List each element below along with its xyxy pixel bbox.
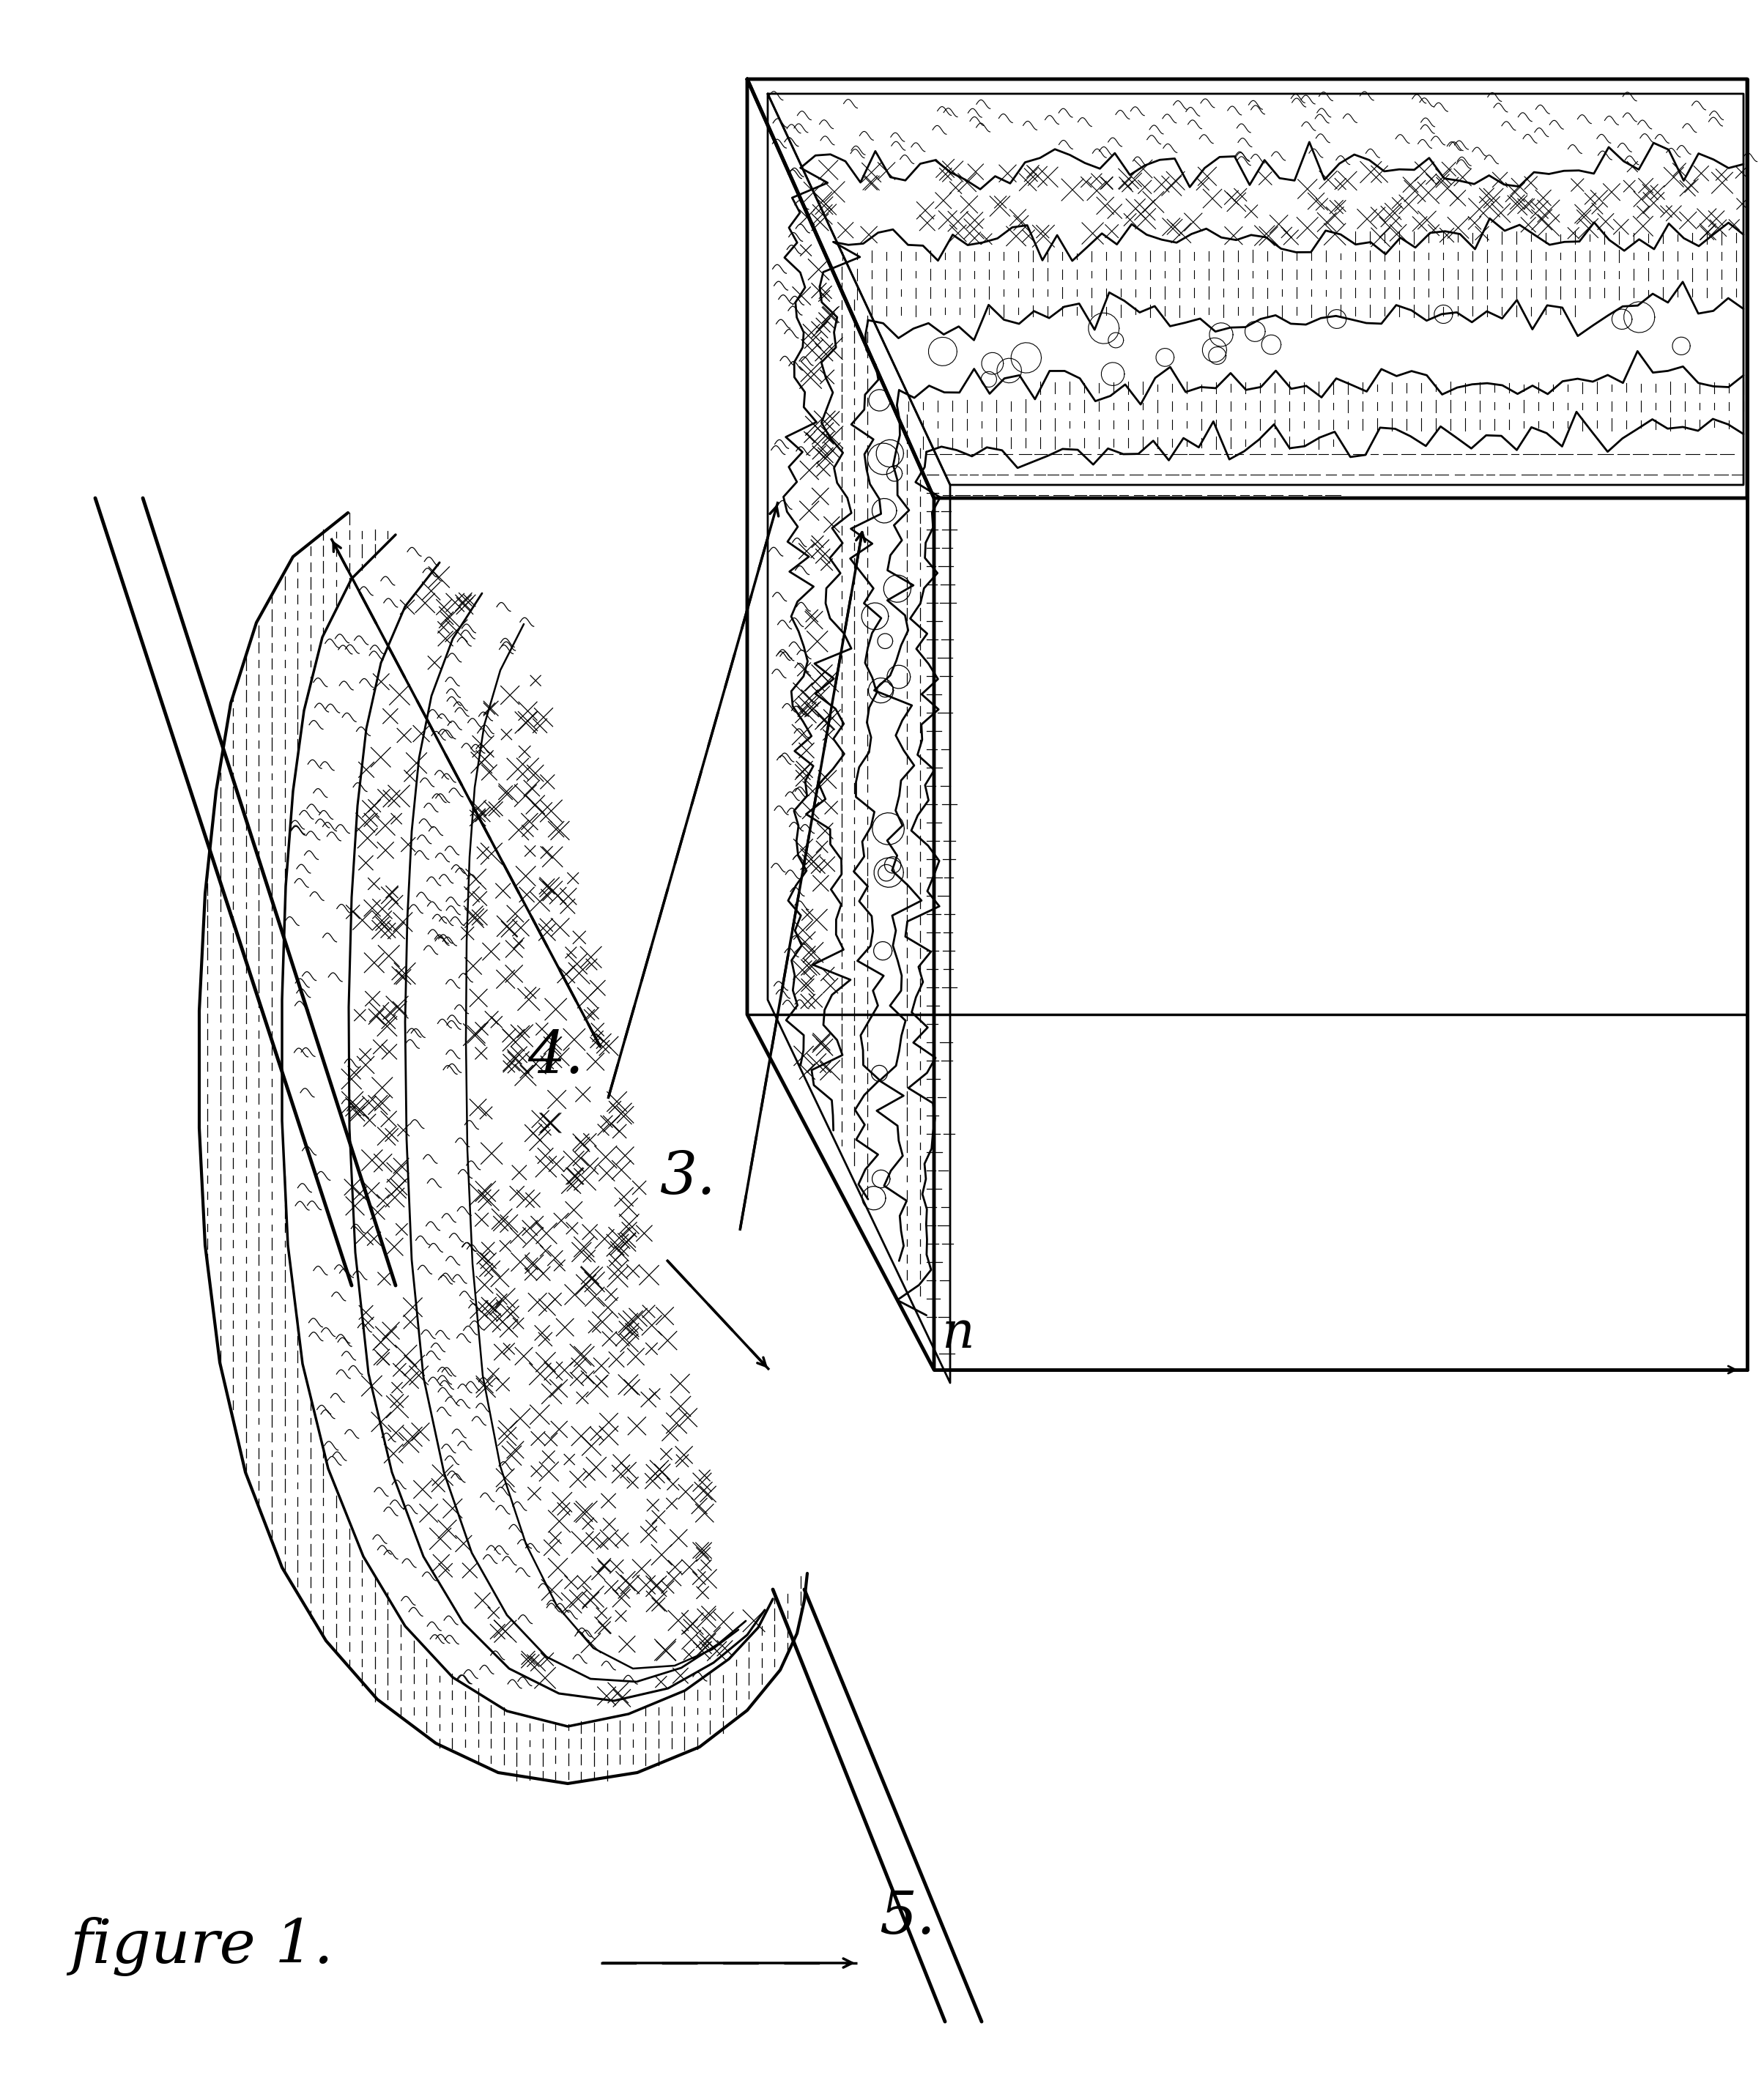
Text: 5.: 5. <box>878 1888 935 1945</box>
Text: 4.: 4. <box>527 1028 584 1084</box>
Text: n: n <box>942 1310 974 1358</box>
Text: 3.: 3. <box>660 1149 716 1205</box>
Text: figure 1.: figure 1. <box>69 1918 333 1976</box>
